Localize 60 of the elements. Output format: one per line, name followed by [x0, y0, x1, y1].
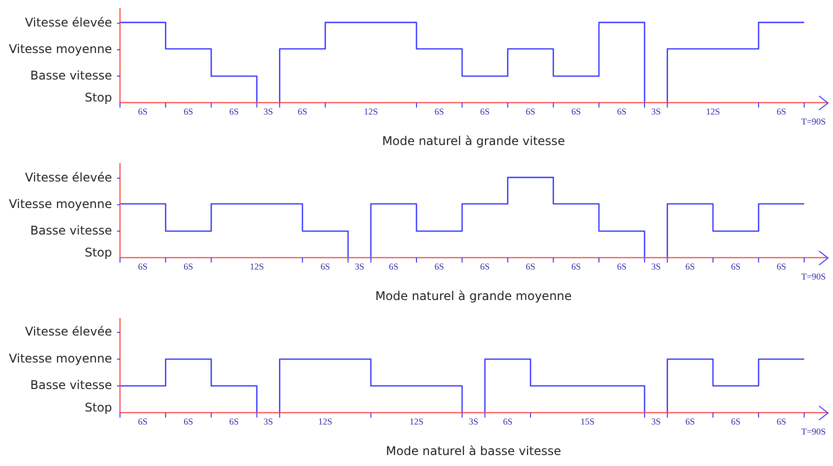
text: 6S — [526, 106, 536, 116]
text: 6S — [616, 261, 626, 272]
text: 6S — [571, 106, 581, 116]
text: 6S — [138, 261, 148, 272]
text: Vitesse moyenne — [8, 196, 112, 211]
text: 6S — [229, 106, 239, 116]
text: 15S — [580, 416, 595, 426]
text: 6S — [298, 106, 308, 116]
text: 3S — [354, 261, 364, 272]
text: 6S — [434, 106, 444, 116]
text: 6S — [731, 416, 741, 426]
text: 6S — [184, 106, 194, 116]
text: 12S — [250, 261, 264, 272]
text: 6S — [685, 416, 695, 426]
text: Vitesse élevée — [24, 15, 112, 30]
text: T=90S — [801, 116, 826, 126]
text: 6S — [320, 261, 330, 272]
text: 6S — [138, 416, 148, 426]
text: 6S — [776, 106, 786, 116]
text: 6S — [571, 261, 581, 272]
text: 6S — [480, 261, 490, 272]
text: Stop — [84, 90, 112, 105]
text: 6S — [138, 106, 148, 116]
text: Mode naturel à grande moyenne — [375, 288, 572, 303]
text: Mode naturel à basse vitesse — [386, 444, 562, 458]
text: Stop — [84, 246, 112, 260]
text: 6S — [776, 261, 786, 272]
text: 6S — [526, 261, 536, 272]
text: 3S — [651, 416, 661, 426]
text: T=90S — [801, 426, 826, 436]
text: 6S — [616, 106, 626, 116]
text: Mode naturel à grande vitesse — [382, 134, 565, 148]
text: Basse vitesse — [30, 378, 112, 392]
text: Vitesse élevée — [24, 324, 112, 339]
text: 12S — [706, 106, 720, 116]
text: 6S — [685, 261, 695, 272]
text: 6S — [480, 106, 490, 116]
text: 6S — [184, 261, 194, 272]
text: 6S — [502, 416, 512, 426]
text: 6S — [388, 261, 398, 272]
text: Vitesse moyenne — [8, 42, 112, 56]
text: 6S — [184, 416, 194, 426]
text: Vitesse moyenne — [8, 351, 112, 366]
text: 3S — [468, 416, 478, 426]
text: Basse vitesse — [30, 68, 112, 82]
text: Basse vitesse — [30, 223, 112, 238]
text: 3S — [651, 106, 661, 116]
text: 6S — [229, 416, 239, 426]
text: 3S — [263, 416, 273, 426]
text: Stop — [84, 400, 112, 415]
text: T=90S — [801, 271, 826, 282]
text: 12S — [318, 416, 332, 426]
text: 6S — [731, 261, 741, 272]
text: Vitesse élevée — [24, 170, 112, 184]
text: 6S — [776, 416, 786, 426]
text: 3S — [651, 261, 661, 272]
text: 12S — [364, 106, 378, 116]
text: 6S — [434, 261, 444, 272]
text: 3S — [263, 106, 273, 116]
text: 12S — [409, 416, 424, 426]
